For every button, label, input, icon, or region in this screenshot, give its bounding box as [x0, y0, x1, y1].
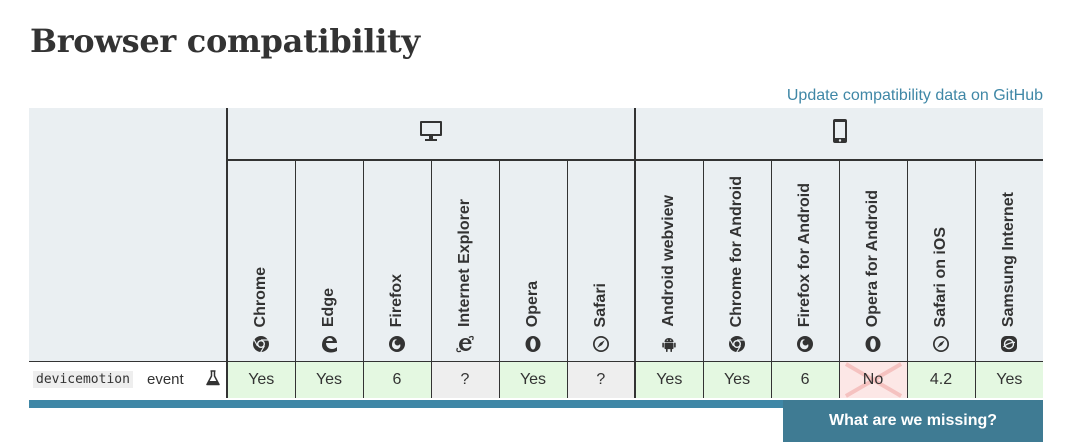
support-cell-internet-explorer[interactable]: ? — [431, 361, 500, 398]
table-corner — [29, 108, 228, 362]
support-cell-edge[interactable]: Yes — [295, 361, 364, 398]
desktop-icon — [420, 121, 443, 141]
support-cell-chrome[interactable]: Yes — [227, 361, 296, 398]
support-cell-chrome-android[interactable]: Yes — [703, 361, 772, 398]
compat-table-wrapper: Chrome Edge Firefox Internet Explorer Op… — [29, 108, 1044, 398]
edge-icon — [322, 336, 337, 353]
support-value: Yes — [519, 371, 547, 388]
browser-header-firefox-android: Firefox for Android — [771, 160, 840, 362]
android-icon — [662, 338, 676, 352]
browser-name: Opera for Android — [864, 189, 882, 327]
chrome-icon — [253, 336, 270, 353]
support-cell-safari-ios[interactable]: 4.2 — [907, 361, 976, 398]
browser-name: Internet Explorer — [456, 198, 473, 327]
browser-name: Edge — [320, 287, 337, 327]
table-bottom-bar — [29, 400, 1043, 408]
samsung-internet-icon — [1001, 336, 1018, 352]
browser-name: Opera — [524, 280, 541, 327]
chrome-icon — [729, 336, 746, 353]
what-are-we-missing-button[interactable]: What are we missing? — [783, 400, 1043, 442]
github-link[interactable]: Update compatibility data on GitHub — [786, 87, 1043, 104]
support-value: No — [862, 371, 884, 388]
support-value: 6 — [392, 371, 402, 388]
experimental-flask-icon[interactable] — [206, 370, 220, 386]
browser-name: Safari — [591, 282, 609, 327]
support-value: Yes — [656, 371, 683, 388]
platform-mobile — [635, 108, 1044, 161]
support-value: Yes — [723, 371, 751, 388]
safari-icon — [592, 336, 609, 352]
browser-header-android-webview: Android webview — [635, 160, 704, 362]
support-value: Yes — [996, 371, 1023, 388]
feature-code: devicemotion — [33, 371, 133, 388]
support-cell-safari[interactable]: ? — [567, 361, 637, 398]
browser-header-edge: Edge — [295, 160, 364, 362]
page-title: Browser compatibility — [30, 22, 420, 60]
feature-label: event — [147, 371, 184, 388]
firefox-icon — [797, 336, 814, 352]
browser-header-chrome: Chrome — [227, 160, 296, 362]
table-row: devicemotion event Yes Yes 6 ? Yes ? Yes… — [29, 361, 1044, 398]
safari-icon — [933, 336, 950, 352]
firefox-icon — [389, 336, 405, 352]
support-cell-firefox-android[interactable]: 6 — [771, 361, 840, 398]
browser-header-firefox: Firefox — [363, 160, 432, 362]
support-cell-firefox[interactable]: 6 — [363, 361, 432, 398]
support-cell-opera[interactable]: Yes — [499, 361, 568, 398]
browser-header-internet-explorer: Internet Explorer — [431, 160, 500, 362]
browser-name: Firefox for Android — [796, 182, 814, 327]
browser-header-safari: Safari — [567, 160, 637, 362]
no-support-cross-icon — [844, 362, 902, 398]
platform-desktop — [227, 108, 637, 161]
browser-name: Firefox — [388, 273, 405, 327]
browser-name: Android webview — [660, 195, 678, 327]
browser-header-chrome-android: Chrome for Android — [703, 160, 772, 362]
support-value: ? — [460, 371, 470, 388]
opera-icon — [865, 336, 881, 352]
support-cell-opera-android[interactable]: No — [839, 361, 908, 398]
compat-table: Chrome Edge Firefox Internet Explorer Op… — [29, 108, 1044, 398]
ie-icon — [456, 335, 474, 353]
support-value: 4.2 — [929, 371, 953, 388]
support-cell-samsung-internet[interactable]: Yes — [975, 361, 1044, 398]
browser-name: Safari on iOS — [932, 226, 950, 327]
mobile-icon — [832, 119, 847, 143]
browser-header-opera: Opera — [499, 160, 568, 362]
browser-name: Chrome for Android — [728, 175, 746, 327]
browser-name: Samsung Internet — [1000, 191, 1018, 327]
support-cell-android-webview[interactable]: Yes — [635, 361, 704, 398]
browser-header-samsung-internet: Samsung Internet — [975, 160, 1044, 362]
browser-header-safari-ios: Safari on iOS — [907, 160, 976, 362]
support-value: 6 — [800, 371, 810, 388]
browser-header-opera-android: Opera for Android — [839, 160, 908, 362]
feature-row-header: devicemotion event — [29, 361, 228, 398]
opera-icon — [525, 336, 541, 352]
browser-name: Chrome — [252, 266, 270, 327]
support-value: Yes — [248, 371, 275, 388]
support-value: Yes — [315, 371, 343, 388]
support-value: ? — [596, 371, 606, 388]
